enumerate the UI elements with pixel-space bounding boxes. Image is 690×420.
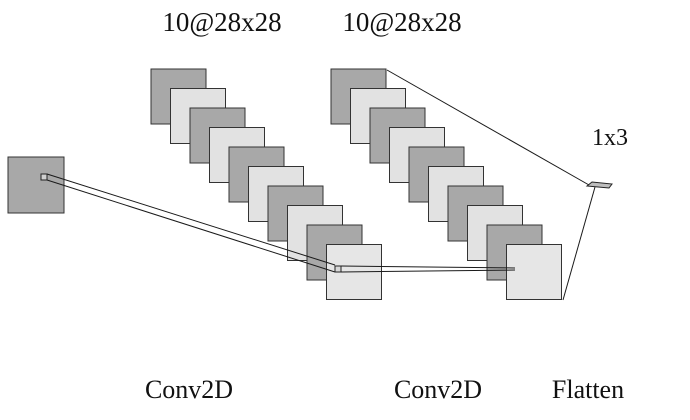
conv1-feature-map-stack — [150, 68, 382, 300]
connections — [46, 69, 596, 301]
conv2-feature-map-10 — [506, 244, 562, 300]
conv2-to-flatten-line-bottom — [562, 186, 596, 301]
flatten-shape-label: 1x3 — [592, 125, 628, 151]
conv2-type-label: Conv2D — [394, 375, 482, 404]
input-to-conv1-line-upper — [46, 173, 336, 266]
flatten-vector — [585, 181, 613, 189]
conv1-type-label: Conv2D — [145, 375, 233, 404]
flatten-layer — [585, 181, 613, 189]
conv1-shape-label: 10@28x28 — [162, 7, 281, 37]
input-to-conv1-line-lower — [46, 179, 336, 273]
conv1-to-conv2-line-lower — [340, 269, 516, 273]
conv1-kernel-window — [334, 265, 342, 273]
conv2-to-flatten-line-top — [386, 69, 590, 186]
input-feature-map — [7, 156, 65, 214]
conv2-feature-map-stack — [330, 68, 562, 300]
input-layer — [7, 156, 65, 214]
input-kernel-window — [40, 173, 48, 181]
conv1-to-conv2-line-upper — [340, 265, 516, 269]
flatten-type-label: Flatten — [552, 375, 624, 404]
conv2-shape-label: 10@28x28 — [342, 7, 461, 37]
